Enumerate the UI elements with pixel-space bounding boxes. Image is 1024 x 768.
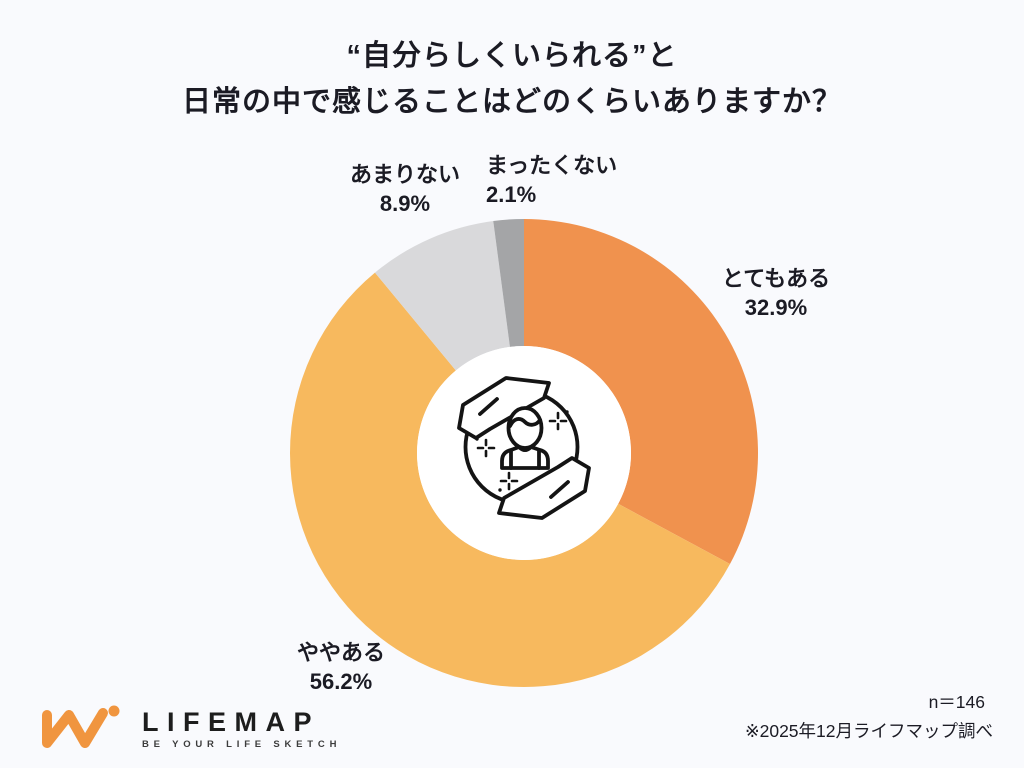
person-in-caring-hands-icon [457,376,591,520]
lifemap-logo-name: LIFEMAP [142,707,320,737]
hand-bottom-right-icon [497,456,591,520]
sample-size: n＝146 [928,692,985,712]
chart-title-line2: 日常の中で感じることはどのくらいありますか？ [181,86,842,118]
person-icon [500,406,550,470]
lifemap-logo: LIFEMAP BE YOUR LIFE SKETCH [40,702,341,752]
donut-slice-0 [524,219,758,565]
donut-slice-3 [493,219,524,347]
slice-label-pct: 2.1% [486,182,537,207]
donut-slice-1 [290,272,730,687]
sparkle-icons [475,410,569,492]
slice-label-text: まったくない [486,153,618,178]
chart-title-line1: “自分らしくいられる”と [346,40,678,72]
slice-label-text: あまりない [349,162,460,187]
source-block: n＝146 ※2025年12月ライフマップ調べ [745,690,993,743]
source-note: ※2025年12月ライフマップ調べ [744,721,993,741]
slice-label-amarinai: あまりない 8.9% [325,160,485,218]
chart-title: “自分らしくいられる”と 日常の中で感じることはどのくらいありますか？ [0,33,1024,125]
slice-label-pct: 32.9% [744,295,808,320]
lifemap-logo-mark-icon [42,705,120,748]
slice-label-yayaaru: ややある 56.2% [251,638,431,696]
slice-label-mattakunai: まったくない 2.1% [486,151,656,209]
slice-label-text: ややある [296,640,385,665]
lifemap-logo-text: LIFEMAP BE YOUR LIFE SKETCH [142,702,341,750]
slice-label-text: とてもある [721,266,831,291]
slice-label-pct: 56.2% [309,669,373,694]
lifemap-logo-tagline: BE YOUR LIFE SKETCH [142,739,342,750]
slice-label-totemoaru: とてもある 32.9% [686,264,866,322]
hand-top-left-icon [457,376,551,440]
slice-label-pct: 8.9% [379,191,431,216]
donut-slice-2 [374,221,510,371]
